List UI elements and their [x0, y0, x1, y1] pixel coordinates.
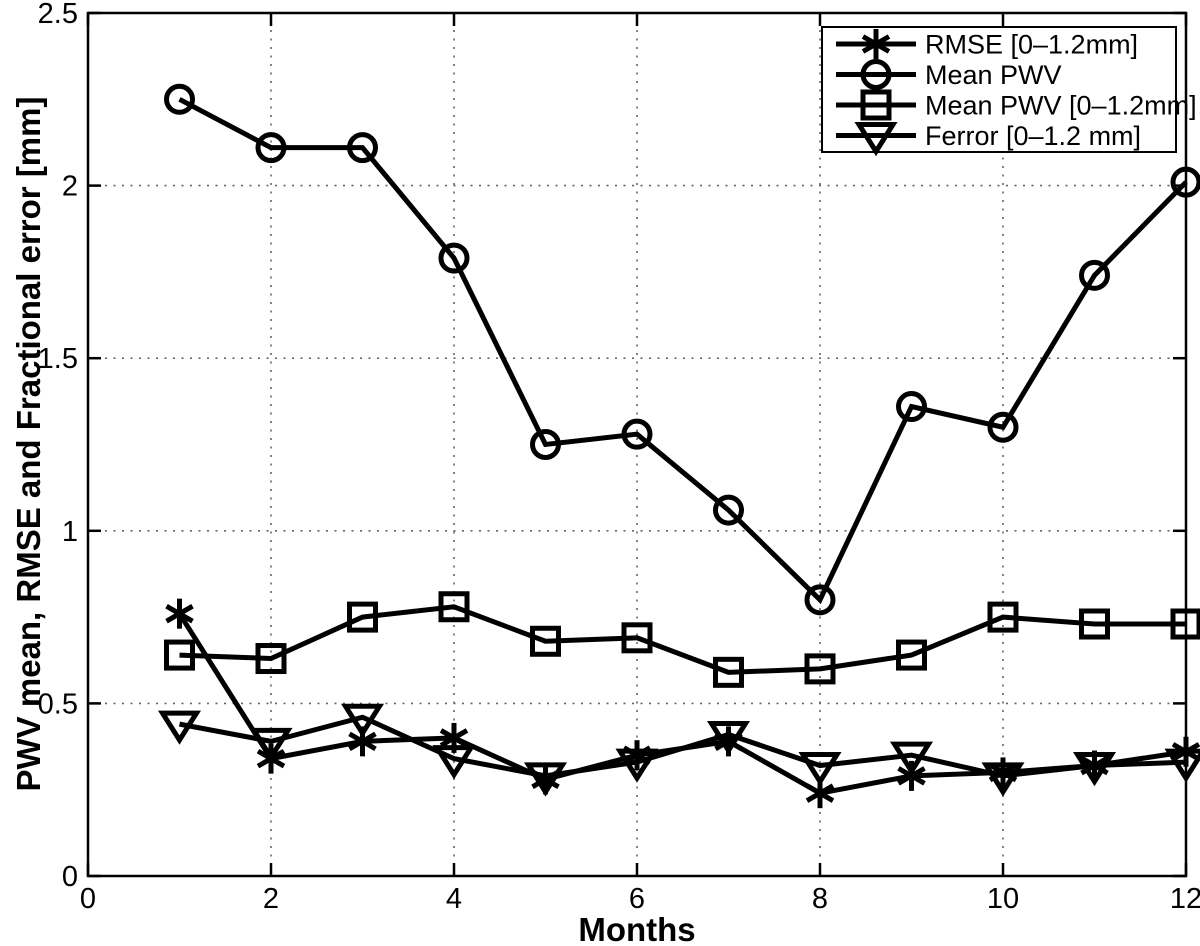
square-marker [804, 653, 836, 685]
square-marker [530, 625, 561, 657]
triangle-down-marker [157, 710, 202, 745]
series-2 [164, 591, 1200, 688]
triangle-down-marker [615, 748, 659, 783]
series-line [179, 604, 1186, 675]
plot-border [86, 11, 1188, 878]
asterisk-marker [897, 766, 926, 786]
circle-marker [1079, 259, 1110, 291]
square-marker [896, 639, 927, 671]
x-tick-label: 10 [987, 883, 1019, 915]
circle-marker [438, 242, 470, 274]
triangle-down-marker [249, 727, 293, 763]
series-3 [157, 703, 1200, 797]
y-tick-label: 1 [62, 516, 78, 548]
x-tick-label: 4 [446, 883, 462, 915]
x-tick-label: 8 [812, 883, 828, 915]
legend-item: Mean PWV [836, 59, 1062, 90]
asterisk-marker [348, 731, 377, 752]
legend-label: Mean PWV [0–1.2mm] [925, 91, 1197, 121]
legend-item: Mean PWV [0–1.2mm] [836, 89, 1197, 121]
square-marker [621, 622, 653, 654]
triangle-down-marker [854, 122, 898, 157]
square-marker [713, 656, 744, 688]
circle-marker [804, 584, 836, 616]
x-tick-label: 12 [1170, 883, 1200, 915]
square-marker [1170, 608, 1200, 640]
triangle-down-marker [1164, 748, 1200, 783]
series-0 [165, 598, 1200, 809]
tick-labels: 0 2 4 6 8 10 12 0 0.5 1 1.5 2 2.5 [38, 0, 1200, 915]
circle-marker [860, 59, 892, 90]
legend-item: RMSE [0–1.2mm] [836, 29, 1138, 60]
x-tick-label: 6 [629, 883, 645, 915]
square-marker [438, 591, 470, 623]
series-1 [164, 83, 1200, 616]
square-marker [860, 89, 892, 121]
circle-marker [347, 132, 378, 164]
circle-marker [621, 418, 653, 450]
series-line [178, 97, 1188, 605]
triangle-down-marker [981, 762, 1025, 797]
series-line [177, 612, 1187, 796]
triangle-down-marker [798, 752, 842, 787]
asterisk-marker [165, 603, 194, 624]
triangle-down-marker [340, 703, 385, 738]
circle-marker [896, 391, 927, 423]
y-tick-label: 2.5 [38, 0, 78, 30]
y-tick-label: 0.5 [38, 688, 78, 720]
square-marker [1079, 608, 1110, 640]
triangle-down-marker [523, 762, 568, 797]
asterisk-marker [439, 728, 469, 748]
triangle-down-marker [889, 741, 934, 776]
asterisk-marker [805, 783, 835, 803]
square-marker [255, 643, 287, 675]
legend-item: Ferror [0–1.2 mm] [836, 121, 1141, 157]
y-tick-label: 1.5 [38, 343, 78, 375]
asterisk-marker [861, 34, 891, 54]
legend-label: Ferror [0–1.2 mm] [925, 121, 1141, 151]
triangle-down-marker [432, 745, 476, 780]
triangle-down-marker [706, 720, 751, 756]
y-tick-label: 2 [62, 171, 78, 203]
x-tick-label: 0 [80, 883, 96, 915]
circle-marker [530, 429, 561, 460]
x-tick-label: 2 [263, 883, 279, 915]
square-marker [987, 601, 1019, 633]
legend-label: RMSE [0–1.2mm] [925, 30, 1138, 60]
circle-marker [1170, 166, 1200, 198]
triangle-down-marker [1072, 752, 1117, 787]
x-axis-label: Months [578, 911, 695, 946]
circle-marker [255, 132, 287, 164]
circle-marker [164, 83, 195, 115]
data-series [157, 83, 1200, 809]
square-marker [347, 601, 378, 633]
y-axis-label: PWV mean, RMSE and Fractional error [mm] [10, 97, 47, 792]
circle-marker [987, 411, 1019, 443]
series-line [179, 714, 1187, 779]
y-tick-label: 0 [62, 861, 78, 893]
square-marker [164, 639, 195, 671]
circle-marker [713, 494, 744, 526]
legend-label: Mean PWV [925, 60, 1062, 90]
